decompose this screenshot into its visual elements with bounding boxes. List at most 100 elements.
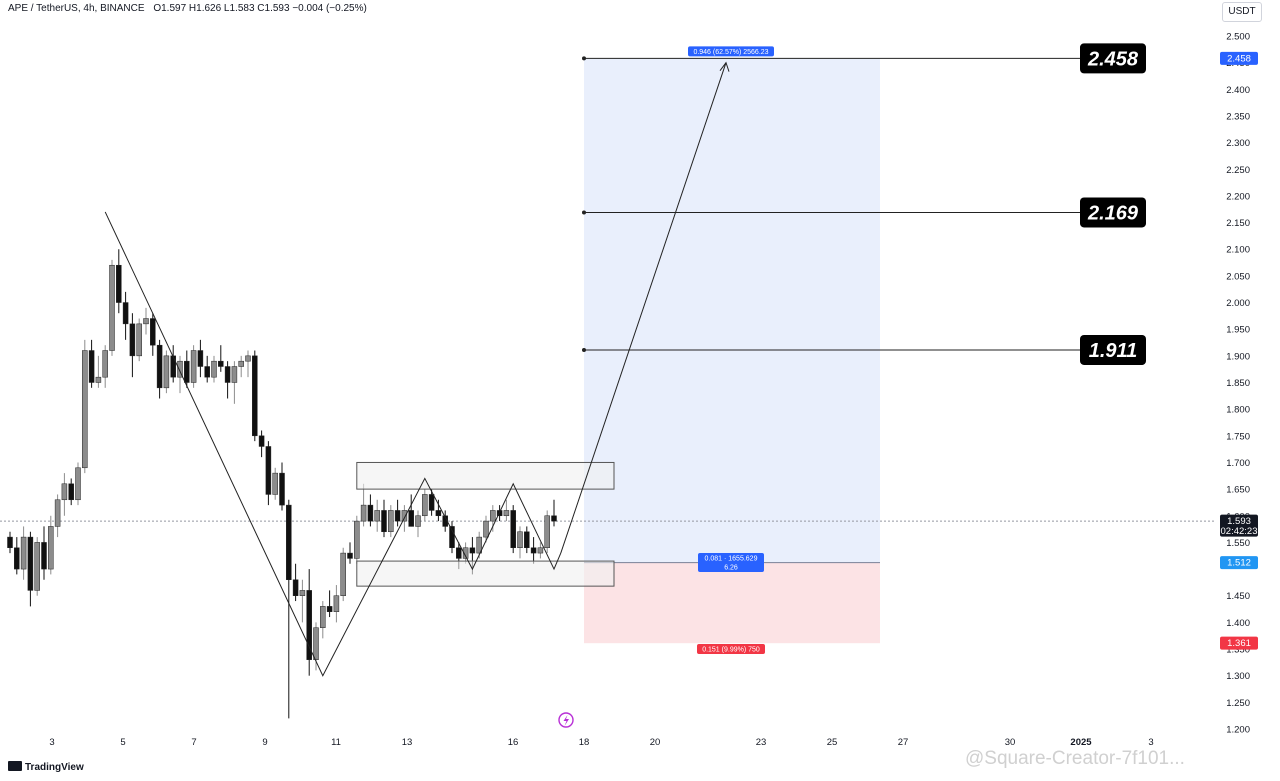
candle-body[interactable]: [490, 510, 496, 522]
candle-body[interactable]: [143, 318, 149, 325]
candle-body[interactable]: [320, 606, 326, 628]
candle-body[interactable]: [483, 520, 489, 538]
zigzag-pattern[interactable]: [104, 211, 562, 677]
candle-body[interactable]: [252, 355, 258, 437]
candle-body[interactable]: [286, 504, 292, 580]
y-tick-label: 2.200: [1226, 191, 1250, 202]
candle-body[interactable]: [75, 467, 81, 501]
candle-body[interactable]: [109, 264, 115, 351]
candle-body[interactable]: [510, 510, 516, 549]
symbol-title[interactable]: APE / TetherUS, 4h, BINANCE: [8, 3, 145, 14]
candle-body[interactable]: [469, 547, 476, 554]
arrow-head: [719, 61, 730, 72]
candle-body[interactable]: [34, 542, 40, 591]
candle-body[interactable]: [116, 264, 122, 303]
candle-body[interactable]: [374, 510, 380, 522]
candle-body[interactable]: [102, 350, 108, 378]
candle-body[interactable]: [224, 366, 231, 383]
candle-body[interactable]: [265, 446, 272, 495]
candle-body[interactable]: [245, 355, 251, 362]
candle-body[interactable]: [544, 515, 550, 549]
candle-body[interactable]: [211, 360, 217, 378]
candle-body[interactable]: [449, 526, 455, 549]
support-box[interactable]: [356, 560, 615, 587]
candle-body[interactable]: [367, 504, 374, 522]
candle-body[interactable]: [7, 536, 13, 549]
y-tick-label: 2.400: [1226, 85, 1250, 96]
candle-body[interactable]: [326, 606, 333, 612]
candle-body[interactable]: [313, 627, 319, 660]
candle-body[interactable]: [258, 435, 265, 447]
candle-body[interactable]: [401, 510, 408, 522]
candle-body[interactable]: [170, 355, 176, 378]
candle-body[interactable]: [41, 542, 47, 570]
lightning-icon[interactable]: [558, 712, 574, 728]
candle-body[interactable]: [20, 536, 27, 570]
candle-body[interactable]: [360, 504, 367, 522]
y-tick-label: 2.250: [1226, 165, 1250, 176]
candle-body[interactable]: [333, 595, 340, 612]
candle-body[interactable]: [476, 536, 482, 554]
candle-body[interactable]: [156, 344, 163, 389]
candle-body[interactable]: [435, 510, 442, 517]
resistance-box[interactable]: [356, 461, 615, 490]
candle-body[interactable]: [517, 531, 523, 549]
x-tick-label: 7: [191, 737, 196, 748]
candle-body[interactable]: [428, 494, 435, 511]
candle-body[interactable]: [381, 510, 387, 533]
candle-body[interactable]: [136, 323, 142, 357]
candle-body[interactable]: [306, 590, 312, 660]
projection-arrow[interactable]: [560, 62, 727, 554]
stop-zone[interactable]: [584, 562, 880, 644]
candle-body[interactable]: [456, 547, 462, 559]
currency-button[interactable]: USDT: [1222, 2, 1262, 22]
candle-body[interactable]: [14, 547, 20, 570]
candle-body[interactable]: [82, 350, 88, 469]
candle-body[interactable]: [537, 547, 544, 554]
candle-body[interactable]: [422, 494, 428, 517]
candle-body[interactable]: [61, 483, 68, 501]
candle-body[interactable]: [177, 360, 183, 378]
tradingview-logo[interactable]: TradingView: [8, 761, 84, 773]
x-tick-label: 2025: [1070, 737, 1092, 748]
y-tick-label: 2.300: [1226, 138, 1250, 149]
candle-body[interactable]: [394, 510, 401, 522]
candle-body[interactable]: [95, 376, 102, 383]
candle-body[interactable]: [524, 531, 530, 549]
candle-body[interactable]: [347, 552, 353, 559]
candle-body[interactable]: [163, 355, 170, 389]
candle-body[interactable]: [415, 515, 421, 527]
candle-body[interactable]: [272, 472, 278, 495]
y-tick-label: 1.400: [1226, 618, 1250, 629]
price-axis[interactable]: [1216, 22, 1280, 742]
candle-body[interactable]: [129, 323, 136, 357]
candle-body[interactable]: [48, 526, 54, 570]
candle-body[interactable]: [408, 510, 414, 527]
candle-body[interactable]: [388, 510, 394, 533]
target-line-dot: [582, 347, 586, 352]
candle-body[interactable]: [551, 515, 557, 522]
candle-body[interactable]: [231, 366, 238, 383]
candle-body[interactable]: [122, 302, 129, 325]
candle-body[interactable]: [279, 472, 285, 506]
candle-body[interactable]: [530, 547, 537, 554]
candle-body[interactable]: [190, 350, 197, 383]
candle-body[interactable]: [292, 579, 299, 596]
candle-body[interactable]: [299, 590, 306, 596]
candle-body[interactable]: [204, 366, 210, 378]
target-zone[interactable]: [584, 58, 880, 563]
candle-body[interactable]: [54, 499, 61, 527]
candle-body[interactable]: [68, 483, 74, 501]
candle-body[interactable]: [354, 520, 360, 559]
candle-body[interactable]: [462, 547, 469, 559]
candle-body[interactable]: [150, 318, 156, 346]
candle-body[interactable]: [218, 360, 224, 367]
candle-body[interactable]: [340, 552, 346, 596]
candle-body[interactable]: [197, 350, 204, 367]
candle-body[interactable]: [503, 510, 510, 517]
candle-body[interactable]: [238, 360, 244, 367]
candle-body[interactable]: [27, 536, 34, 591]
candle-body[interactable]: [184, 360, 190, 383]
candle-body[interactable]: [88, 350, 95, 383]
